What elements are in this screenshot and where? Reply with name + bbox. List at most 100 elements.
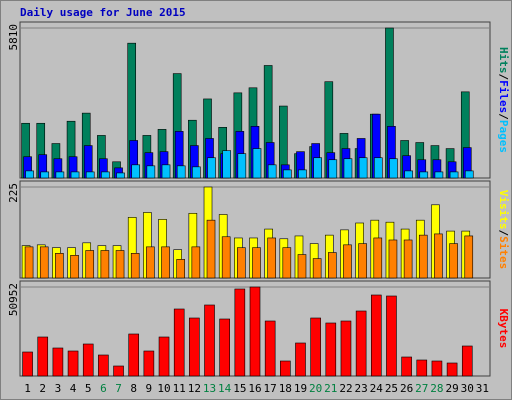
bar (249, 286, 261, 377)
bar (176, 165, 186, 179)
legend: Visits/Sites (497, 190, 510, 270)
bar (280, 360, 291, 377)
x-tick-label: 14 (218, 382, 232, 395)
x-tick-label: 8 (130, 382, 137, 395)
bar (146, 165, 156, 179)
bar (237, 247, 246, 279)
x-tick-label: 16 (248, 382, 261, 395)
bar (85, 171, 95, 179)
bar (282, 247, 292, 279)
bar (131, 164, 141, 179)
y-tick-label: 225 (7, 183, 20, 203)
bar (191, 246, 201, 279)
bar (264, 320, 276, 377)
x-tick-label: 21 (324, 382, 337, 395)
x-tick-label: 4 (70, 382, 77, 395)
bar (373, 157, 383, 179)
bar (373, 237, 383, 279)
legend-separator: / (497, 74, 510, 81)
x-tick-label: 6 (100, 382, 107, 395)
x-tick-label: 29 (445, 382, 458, 395)
bar (419, 171, 429, 179)
bar (143, 350, 155, 377)
bar (252, 247, 261, 279)
bar (70, 171, 80, 179)
bar (358, 243, 367, 279)
bar (267, 237, 276, 279)
x-tick-label: 1 (24, 382, 31, 395)
bar (431, 360, 443, 377)
legend-entry: Hits (497, 47, 510, 74)
bar (295, 342, 306, 377)
bar (55, 171, 65, 179)
x-tick-label: 30 (461, 382, 474, 395)
bar (416, 359, 428, 377)
bar (388, 239, 398, 279)
bar (101, 171, 110, 179)
bar (283, 169, 292, 179)
legend-entry: Files (497, 80, 510, 113)
bar (464, 170, 474, 179)
x-tick-label: 15 (233, 382, 246, 395)
bar (325, 322, 337, 377)
x-tick-label: 12 (188, 382, 201, 395)
bar (370, 294, 382, 377)
x-tick-label: 9 (146, 382, 153, 395)
bar (434, 233, 443, 279)
bar (173, 308, 185, 377)
bar (358, 157, 368, 179)
legend-entry: Pages (497, 120, 510, 153)
x-tick-label: 18 (279, 382, 292, 395)
legend-entry: Sites (497, 236, 510, 269)
bar (39, 246, 49, 279)
x-tick-label: 13 (203, 382, 216, 395)
bar (297, 254, 307, 279)
bar (206, 219, 216, 279)
x-tick-label: 3 (55, 382, 62, 395)
bar (24, 246, 34, 279)
bar (22, 351, 33, 377)
bar (449, 243, 458, 279)
legend: Hits/Files/Pages (497, 47, 510, 153)
bar (328, 159, 338, 179)
x-tick-label: 7 (115, 382, 122, 395)
bar (464, 235, 474, 279)
bar (404, 170, 413, 179)
bar (207, 157, 216, 179)
bar (343, 158, 353, 179)
bar (267, 164, 277, 179)
bar (161, 164, 171, 179)
bar (115, 250, 125, 279)
x-tick-label: 26 (400, 382, 413, 395)
x-tick-label: 11 (173, 382, 186, 395)
bar (386, 295, 397, 377)
x-tick-label: 2 (39, 382, 46, 395)
bar (161, 246, 170, 279)
bar (55, 253, 64, 279)
y-tick-label: 50952 (7, 283, 20, 316)
bar (158, 336, 170, 377)
bar (389, 158, 398, 179)
x-tick-label: 28 (430, 382, 443, 395)
bar (298, 169, 307, 179)
bar (237, 153, 247, 179)
bar (130, 253, 140, 279)
bar (446, 362, 458, 377)
bar (52, 347, 64, 377)
x-tick-label: 23 (355, 382, 368, 395)
bar (25, 170, 34, 179)
bar (85, 250, 95, 279)
x-tick-label: 24 (370, 382, 384, 395)
legend-entry: Visits (497, 190, 510, 230)
x-tick-label: 17 (264, 382, 277, 395)
bar (82, 343, 94, 377)
bar (461, 345, 473, 377)
bar (100, 250, 110, 279)
bar (403, 239, 413, 279)
bar (113, 365, 124, 377)
bar (219, 318, 230, 377)
legend: KBytes (497, 309, 510, 349)
bar (221, 236, 231, 279)
x-tick-label: 19 (294, 382, 307, 395)
